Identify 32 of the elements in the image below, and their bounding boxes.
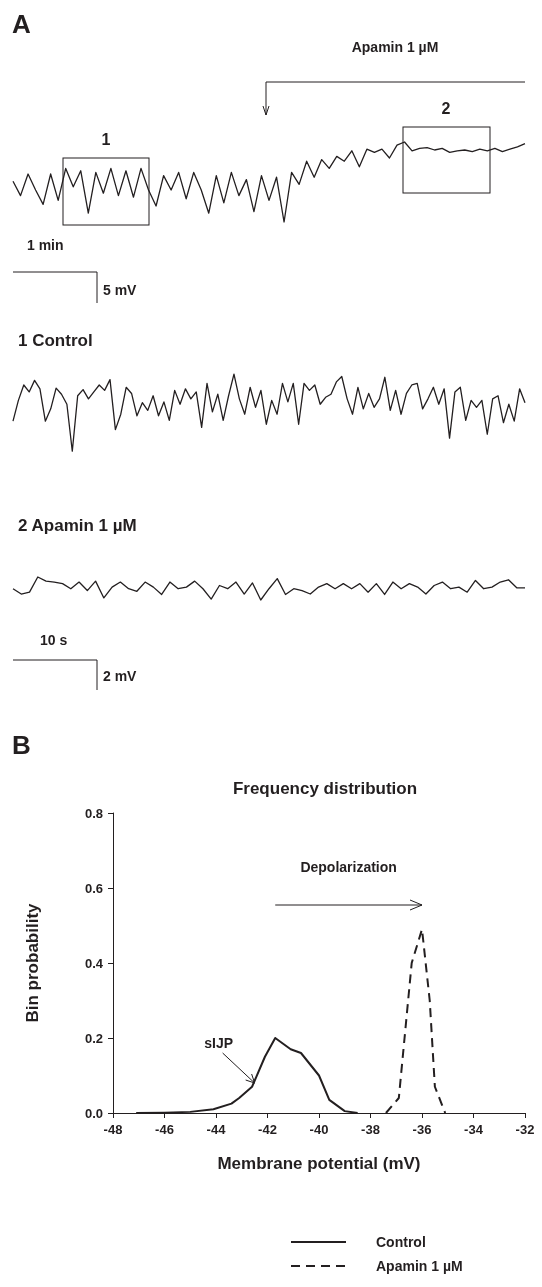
x-tick-label: -44 [206,1122,227,1137]
text: A [12,9,31,39]
text: B [12,730,31,760]
x-axis-title: Membrane potential (mV) [217,1154,421,1173]
text: 5 mV [103,282,138,298]
legend-label: Control [376,1234,426,1250]
y-tick-label: 0.6 [84,880,103,896]
legend-label: Apamin 1 µM [376,1258,463,1274]
annotation: Depolarization [300,859,397,875]
text: 10 s [40,632,68,648]
y-tick-label: 0.4 [84,955,104,971]
x-tick-label: -32 [515,1122,535,1137]
text: 2 [441,99,451,117]
chart-title: 1 Control [18,331,93,350]
text: Apamin 1 µM [351,39,439,55]
text: 2 mV [103,668,138,684]
x-tick-label: -42 [258,1122,277,1137]
y-axis-title: Bin probability [23,902,42,1023]
x-tick-label: -40 [309,1122,329,1137]
chart-title: Frequency distribution [232,779,418,798]
x-tick-label: -46 [155,1122,174,1137]
x-tick-label: -36 [412,1122,432,1137]
y-tick-label: 0.8 [84,805,103,821]
y-tick-label: 0.0 [84,1105,103,1121]
chart-title: 2 Apamin 1 µM [18,516,137,535]
x-tick-label: -34 [464,1122,484,1137]
annotation: sIJP [204,1035,234,1051]
x-tick-label: -48 [103,1122,123,1137]
y-tick-label: 0.2 [84,1030,103,1046]
annotation: 1 [101,130,111,148]
x-tick-label: -38 [361,1122,380,1137]
text: 1 min [27,237,64,253]
